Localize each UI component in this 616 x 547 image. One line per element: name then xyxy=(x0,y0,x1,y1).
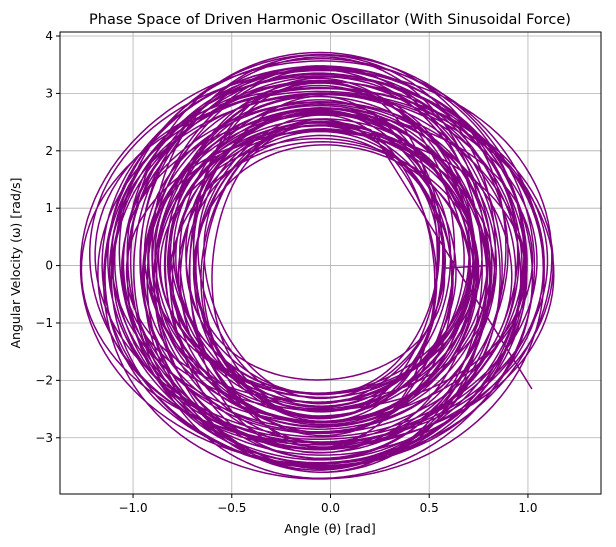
x-tick-label: 1.0 xyxy=(518,501,537,515)
y-tick-label: 2 xyxy=(45,144,53,158)
y-tick-label: 3 xyxy=(45,86,53,100)
chart-title: Phase Space of Driven Harmonic Oscillato… xyxy=(89,12,571,28)
tick-layer: −1.0 −0.5 0.0 0.5 1.0 −3 −2 −1 0 1 2 3 4 xyxy=(35,29,537,515)
x-tick-label: 0.0 xyxy=(321,501,340,515)
plot-area xyxy=(79,51,555,480)
y-tick-label: −1 xyxy=(35,316,53,330)
series-line xyxy=(79,51,555,480)
y-tick-label: −2 xyxy=(35,373,53,387)
x-axis-label: Angle (θ) [rad] xyxy=(284,521,375,536)
y-axis-label: Angular Velocity (ω) [rad/s] xyxy=(8,178,23,349)
x-tick-label: 0.5 xyxy=(420,501,439,515)
y-tick-label: 1 xyxy=(45,201,53,215)
y-tick-label: −3 xyxy=(35,431,53,445)
y-tick-label: 0 xyxy=(45,259,53,273)
x-tick-label: −0.5 xyxy=(217,501,246,515)
y-tick-label: 4 xyxy=(45,29,53,43)
x-tick-label: −1.0 xyxy=(118,501,147,515)
